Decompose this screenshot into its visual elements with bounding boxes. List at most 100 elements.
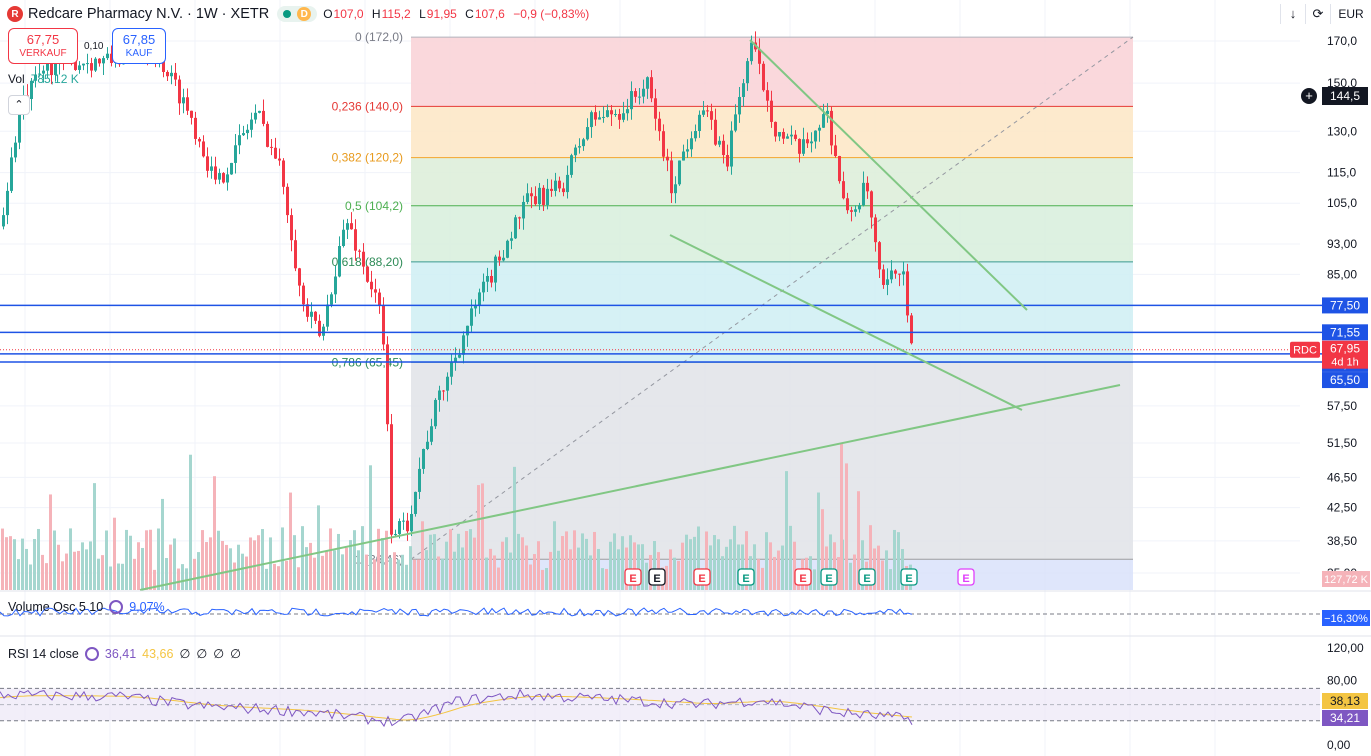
candle-body bbox=[174, 72, 177, 80]
volume-bar bbox=[109, 566, 112, 590]
candle-body bbox=[202, 141, 205, 157]
collapse-legend-button[interactable]: ⌃ bbox=[8, 95, 30, 115]
volume-bar bbox=[273, 563, 276, 590]
candle-body bbox=[342, 229, 345, 246]
candle-body bbox=[674, 184, 677, 194]
price-axis-tick: 130,0 bbox=[1327, 124, 1357, 138]
candle-body bbox=[326, 304, 329, 327]
volume-bar bbox=[677, 560, 680, 590]
candle-body bbox=[598, 117, 601, 120]
candle-body bbox=[270, 146, 273, 148]
volume-bar bbox=[41, 554, 44, 590]
candle-body bbox=[474, 305, 477, 309]
candle-body bbox=[358, 250, 361, 252]
volume-bar bbox=[173, 538, 176, 590]
rsi-extra-1: ∅ bbox=[179, 647, 191, 661]
volume-bar bbox=[769, 542, 772, 590]
candle-body bbox=[254, 112, 257, 120]
price-axis-tick: 170,0 bbox=[1327, 34, 1357, 48]
candle-body bbox=[730, 130, 733, 167]
candle-body bbox=[646, 77, 649, 89]
candle-body bbox=[558, 180, 561, 189]
fib-zone bbox=[411, 205, 1133, 262]
earnings-marker-label: E bbox=[653, 573, 660, 585]
candle-body bbox=[54, 63, 57, 76]
volume-bar bbox=[705, 531, 708, 590]
volume-bar bbox=[733, 525, 736, 590]
volume-bar bbox=[897, 532, 900, 590]
sell-button[interactable]: 67,75 VERKAUF bbox=[8, 28, 78, 64]
delayed-badge: D bbox=[297, 7, 312, 21]
candle-body bbox=[18, 114, 21, 143]
rsi-axis-tick: 80,00 bbox=[1327, 673, 1357, 687]
candle-body bbox=[274, 147, 277, 159]
candle-body bbox=[626, 109, 629, 114]
volume-bar bbox=[553, 521, 556, 590]
candle-body bbox=[850, 210, 853, 212]
candle-body bbox=[838, 156, 841, 182]
volume-title: Vol bbox=[8, 72, 25, 86]
volume-bar bbox=[465, 531, 468, 590]
volume-bar bbox=[840, 443, 843, 590]
volume-bar bbox=[549, 551, 552, 590]
volume-bar bbox=[161, 498, 164, 590]
indicator-settings-icon[interactable] bbox=[109, 600, 124, 614]
candle-body bbox=[798, 138, 801, 154]
volume-bar bbox=[885, 550, 888, 590]
fib-level-label: 0,382 (120,2) bbox=[332, 151, 403, 165]
volume-bar bbox=[401, 554, 404, 590]
volume-bar bbox=[153, 569, 156, 590]
volume-bar bbox=[261, 529, 264, 590]
volume-bar bbox=[221, 540, 224, 590]
volume-bar bbox=[81, 542, 84, 590]
candle-body bbox=[430, 426, 433, 442]
candle-body bbox=[574, 147, 577, 156]
buy-button[interactable]: 67,85 KAUF bbox=[112, 28, 166, 64]
volume-bar bbox=[409, 546, 412, 590]
volume-bar bbox=[53, 530, 56, 590]
volume-bar bbox=[373, 559, 376, 590]
volume-bar bbox=[377, 528, 380, 590]
volume-bar bbox=[813, 569, 816, 590]
volume-bar bbox=[745, 531, 748, 590]
fib-level-label: 0,236 (140,0) bbox=[332, 99, 403, 113]
volume-bar bbox=[189, 454, 192, 590]
volume-bar bbox=[653, 541, 656, 590]
volume-bar bbox=[789, 525, 792, 590]
candle-body bbox=[374, 289, 377, 293]
volume-bar bbox=[449, 529, 452, 590]
candle-body bbox=[886, 279, 889, 285]
candle-body bbox=[794, 134, 797, 139]
candle-body bbox=[422, 448, 425, 469]
symbol-title[interactable]: Redcare Pharmacy N.V. · 1W · XETR bbox=[28, 6, 270, 22]
status-pill[interactable]: D bbox=[277, 6, 318, 22]
indicator-settings-icon[interactable] bbox=[84, 646, 99, 661]
earnings-marker bbox=[624, 568, 642, 586]
last-price-value: 67,95 bbox=[1330, 342, 1360, 356]
volume-bar bbox=[301, 526, 304, 590]
volume-bar bbox=[125, 529, 128, 590]
volume-bar bbox=[845, 463, 848, 590]
download-icon[interactable]: ↓ bbox=[1280, 4, 1305, 24]
volume-bar bbox=[49, 494, 52, 590]
price-axis-tick: 51,50 bbox=[1327, 436, 1357, 450]
volume-bar bbox=[73, 551, 76, 590]
candle-body bbox=[410, 513, 413, 532]
candle-body bbox=[462, 335, 465, 355]
volume-bar bbox=[489, 548, 492, 590]
volume-bar bbox=[241, 553, 244, 590]
candle-body bbox=[234, 145, 237, 163]
rsi-title: RSI 14 close bbox=[8, 646, 79, 661]
currency-select[interactable]: EUR bbox=[1330, 4, 1371, 24]
refresh-icon[interactable]: ⟳ bbox=[1305, 4, 1330, 24]
volume-bar bbox=[681, 542, 684, 590]
volume-bar bbox=[17, 559, 20, 590]
volume-bar bbox=[477, 485, 480, 590]
volume-bar bbox=[753, 544, 756, 590]
volume-bar bbox=[233, 562, 236, 590]
volume-bar bbox=[757, 559, 760, 590]
candle-body bbox=[654, 98, 657, 119]
candle-body bbox=[606, 110, 609, 117]
candle-body bbox=[602, 116, 605, 118]
